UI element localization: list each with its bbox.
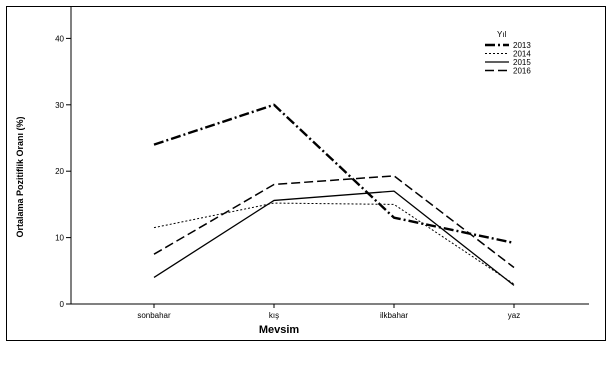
series-line-2014 (153, 202, 515, 285)
x-tick-label: yaz (508, 311, 520, 320)
y-axis-label: Ortalama Pozitiflik Oranı (%) (15, 116, 25, 237)
line-chart: 0 10 20 30 40 sonbahar kış ilkbahar yaz Yıl 2013… (15, 7, 589, 336)
y-tick-label: 20 (55, 167, 64, 176)
series-line-2016 (153, 175, 515, 269)
x-tick-label: ilkbahar (380, 311, 408, 320)
x-ticks: sonbahar kış ilkbahar yaz (137, 304, 520, 320)
x-tick-label: sonbahar (137, 311, 171, 320)
legend-label-2015: 2015 (513, 58, 531, 67)
legend-title: Yıl (497, 30, 507, 39)
y-tick-label: 40 (55, 34, 64, 43)
legend-label-2014: 2014 (513, 50, 531, 59)
axes (70, 7, 589, 305)
series-line-2015 (153, 190, 515, 286)
legend-label-2016: 2016 (513, 67, 531, 76)
x-tick-label: kış (269, 311, 279, 320)
chart-frame: 0 10 20 30 40 sonbahar kış ilkbahar yaz Yıl 2013… (6, 6, 606, 341)
legend-label-2013: 2013 (513, 41, 531, 50)
series-line-2013 (153, 103, 515, 245)
y-ticks: 0 10 20 30 40 (55, 34, 71, 309)
y-tick-label: 10 (55, 234, 64, 243)
y-tick-label: 30 (55, 101, 64, 110)
series-lines (153, 103, 515, 286)
y-tick-label: 0 (60, 300, 65, 309)
x-axis-label: Mevsim (259, 324, 300, 336)
